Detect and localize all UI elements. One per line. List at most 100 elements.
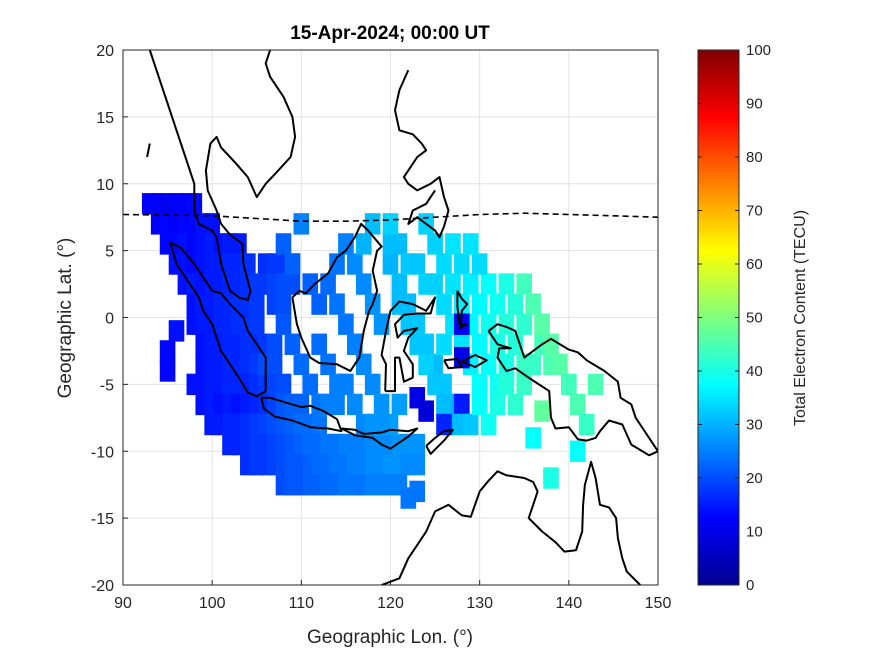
tec-cell bbox=[329, 393, 345, 416]
coastlines bbox=[146, 50, 658, 585]
y-tick-label: -15 bbox=[91, 511, 114, 528]
colorbar-tick-label: 60 bbox=[746, 256, 763, 273]
tec-cell bbox=[445, 233, 461, 255]
tec-cell bbox=[507, 333, 524, 355]
tec-cell bbox=[516, 373, 533, 396]
tec-cell bbox=[275, 373, 292, 396]
tec-cell bbox=[427, 233, 443, 255]
tec-cell bbox=[552, 353, 568, 376]
tec-cell bbox=[418, 353, 434, 376]
tec-cell bbox=[275, 233, 292, 255]
tec-cell bbox=[569, 393, 586, 416]
tec-cell bbox=[391, 273, 408, 295]
tec-cell bbox=[364, 213, 381, 235]
tec-cell bbox=[569, 440, 586, 462]
y-tick-label: 10 bbox=[96, 177, 114, 194]
tec-cell bbox=[275, 313, 292, 335]
tec-cell bbox=[507, 393, 524, 416]
tec-cell bbox=[409, 433, 426, 456]
tec-cell bbox=[409, 453, 426, 476]
tec-cell bbox=[480, 413, 497, 436]
x-tick-label: 150 bbox=[645, 595, 672, 612]
coastline bbox=[456, 290, 469, 330]
tec-cell bbox=[266, 333, 283, 355]
tec-cell bbox=[498, 273, 515, 295]
x-axis-label: Geographic Lon. (°) bbox=[307, 627, 473, 648]
tec-cell bbox=[275, 293, 292, 315]
tec-cell bbox=[516, 313, 533, 335]
tec-cell bbox=[338, 373, 354, 396]
x-tick-label: 120 bbox=[377, 595, 404, 612]
colorbar-tick-label: 20 bbox=[746, 470, 763, 487]
tec-cell bbox=[454, 393, 470, 416]
tec-cell bbox=[338, 313, 354, 335]
tec-cell bbox=[248, 293, 265, 315]
y-axis-ticks: 20 15 10 5 0 -5 -10 -15 -20 bbox=[91, 43, 128, 595]
y-tick-label: -20 bbox=[91, 578, 114, 595]
x-tick-label: 90 bbox=[114, 595, 132, 612]
coastline bbox=[148, 50, 297, 302]
tec-cell bbox=[338, 233, 354, 255]
tec-cell bbox=[543, 333, 559, 355]
coastline bbox=[381, 460, 641, 585]
tec-cell bbox=[364, 373, 381, 396]
tec-cell bbox=[436, 333, 452, 355]
coastline bbox=[341, 427, 419, 450]
tec-cell bbox=[471, 253, 488, 275]
tec-cell bbox=[578, 413, 595, 436]
coastline bbox=[487, 323, 658, 457]
tec-cell bbox=[168, 320, 185, 342]
tec-cell bbox=[347, 393, 363, 416]
tec-cell bbox=[355, 353, 372, 376]
tec-cell bbox=[302, 273, 319, 295]
tec-cell bbox=[525, 427, 541, 449]
tec-cell bbox=[436, 253, 452, 275]
colorbar-tick-label: 10 bbox=[746, 524, 763, 541]
tec-cell bbox=[329, 253, 345, 275]
y-tick-label: 5 bbox=[105, 244, 114, 261]
tec-cell bbox=[391, 393, 408, 416]
tec-cell bbox=[561, 373, 577, 396]
tec-cell bbox=[409, 480, 426, 503]
tec-cell bbox=[391, 233, 408, 255]
colorbar bbox=[697, 49, 740, 586]
tec-cell bbox=[507, 293, 524, 315]
colorbar-tick-label: 80 bbox=[746, 149, 763, 166]
tec-cell bbox=[409, 253, 426, 275]
tec-cell bbox=[454, 253, 470, 275]
colorbar-label: Total Electron Content (TECU) bbox=[792, 210, 809, 426]
tec-cell bbox=[159, 360, 176, 382]
tec-cell bbox=[418, 400, 434, 422]
tec-cell bbox=[436, 293, 452, 315]
tec-cell bbox=[462, 273, 479, 295]
tec-cell bbox=[525, 293, 541, 315]
tec-cell bbox=[391, 293, 408, 315]
colorbar-ticks: 0 10 20 30 40 50 60 70 80 90 100 bbox=[698, 42, 771, 594]
colorbar-tick-label: 100 bbox=[746, 42, 771, 59]
tec-cell bbox=[293, 393, 310, 416]
tec-cell bbox=[382, 253, 399, 275]
tec-cell bbox=[471, 393, 488, 416]
tec-cell bbox=[445, 273, 461, 295]
tec-cell bbox=[480, 313, 497, 335]
y-tick-label: 0 bbox=[105, 311, 114, 328]
y-tick-label: 20 bbox=[96, 43, 114, 60]
tec-cell bbox=[436, 393, 452, 416]
y-tick-label: 15 bbox=[96, 110, 114, 127]
coastline bbox=[169, 241, 267, 398]
tec-cell bbox=[489, 393, 506, 416]
x-tick-label: 100 bbox=[199, 595, 226, 612]
coastline bbox=[146, 143, 151, 158]
tec-cell bbox=[311, 333, 327, 355]
tec-cell bbox=[480, 353, 497, 376]
tec-cell bbox=[284, 253, 301, 275]
tec-cell bbox=[534, 400, 550, 422]
tec-cell bbox=[248, 313, 265, 335]
tec-cell bbox=[382, 213, 399, 235]
tec-cell bbox=[159, 340, 176, 362]
tec-cell bbox=[516, 273, 533, 295]
y-tick-label: -10 bbox=[91, 444, 114, 461]
tec-cell bbox=[498, 373, 515, 396]
y-axis-label: Geographic Lat. (°) bbox=[55, 238, 76, 399]
